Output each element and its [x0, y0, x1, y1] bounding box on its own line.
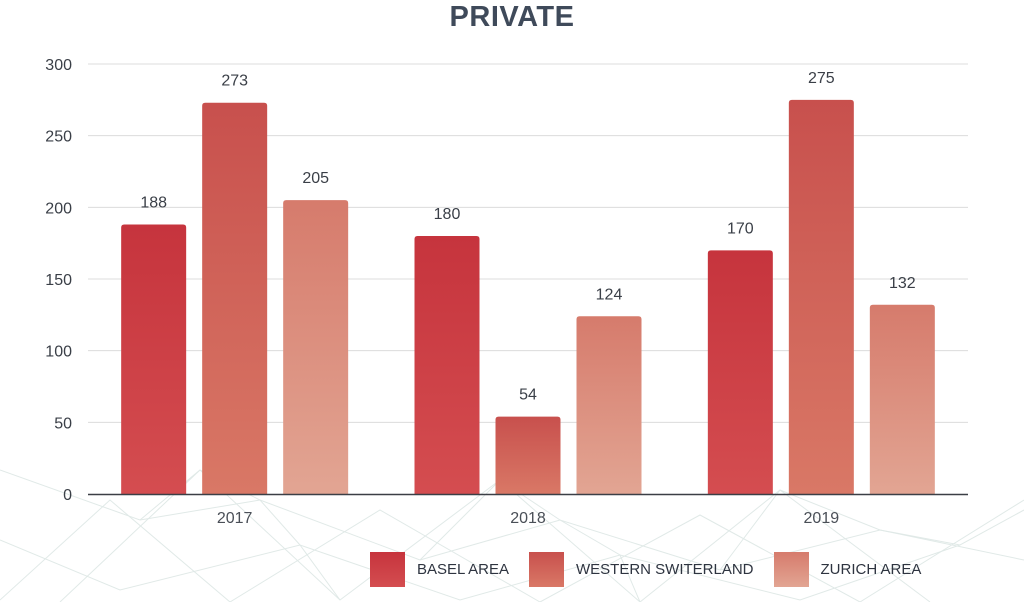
legend-swatch-basel-area — [370, 551, 405, 587]
y-tick-label: 300 — [45, 57, 72, 74]
y-tick-label: 100 — [45, 344, 72, 361]
y-tick-label: 250 — [45, 129, 72, 146]
x-tick-label: 2018 — [510, 510, 546, 527]
y-tick-label: 150 — [45, 272, 72, 289]
legend-label: ZURICH AREA — [820, 560, 922, 578]
legend-item-basel-area: BASEL AREA — [370, 551, 509, 587]
legend-swatch-western-switerland — [529, 551, 564, 587]
data-label: 275 — [808, 70, 835, 87]
legend-swatch-zurich-area — [773, 551, 809, 587]
y-tick-label: 50 — [54, 415, 72, 432]
data-label: 124 — [596, 286, 623, 303]
bar-western-switerland-2019 — [788, 99, 854, 494]
data-label: 54 — [519, 387, 537, 404]
legend-label: BASEL AREA — [417, 560, 509, 578]
bar-basel-area-2017 — [121, 224, 187, 495]
bar-zurich-area-2017 — [283, 200, 349, 494]
y-tick-label: 0 — [63, 487, 72, 504]
bar-zurich-area-2019 — [869, 304, 935, 494]
legend-item-western-switerland: WESTERN SWITERLAND — [529, 551, 754, 587]
bar-western-switerland-2018 — [495, 416, 561, 494]
data-label: 180 — [434, 206, 461, 223]
bar-basel-area-2018 — [414, 236, 480, 494]
legend-item-zurich-area: ZURICH AREA — [773, 551, 922, 587]
data-label: 273 — [221, 73, 248, 90]
bar-basel-area-2019 — [707, 250, 773, 494]
data-label: 205 — [302, 170, 329, 187]
bar-western-switerland-2017 — [202, 102, 268, 494]
legend-label: WESTERN SWITERLAND — [576, 560, 754, 578]
data-label: 188 — [140, 195, 167, 212]
data-label: 170 — [727, 220, 754, 237]
bar-zurich-area-2018 — [576, 316, 642, 494]
y-tick-label: 200 — [45, 200, 72, 217]
chart-title: PRIVATE — [449, 1, 575, 33]
x-tick-label: 2019 — [804, 510, 840, 527]
chart-legend: BASEL AREA WESTERN SWITERLAND ZURICH ARE… — [370, 551, 941, 587]
data-label: 132 — [889, 275, 916, 292]
x-tick-label: 2017 — [217, 510, 253, 527]
